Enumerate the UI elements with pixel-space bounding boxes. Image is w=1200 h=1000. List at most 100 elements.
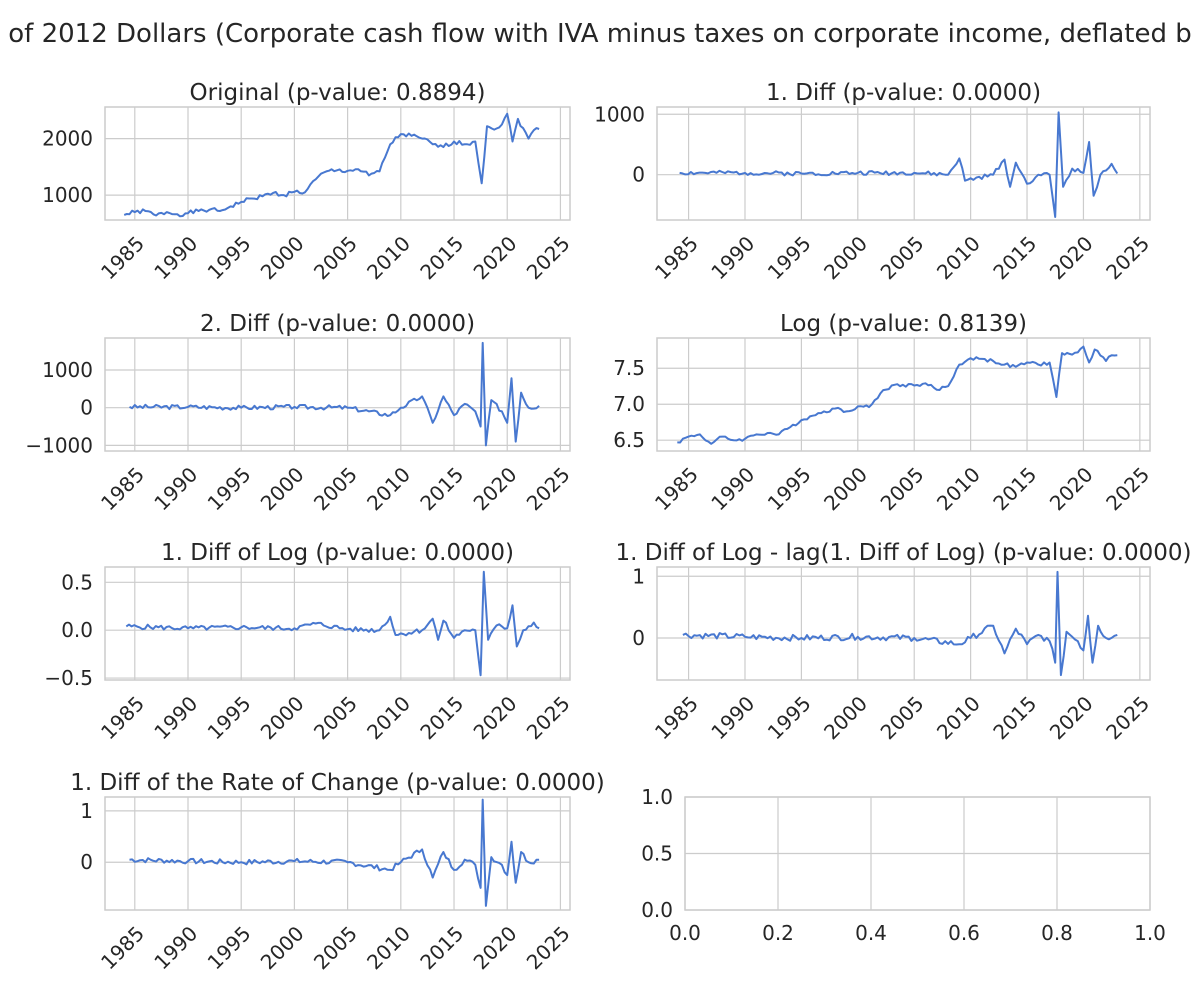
x-tick-label: 2005 <box>876 231 929 284</box>
subplot-title: Log (p-value: 0.8139) <box>780 311 1027 337</box>
subplot-3: 1985 1990 1995 2000 2005 2010 2015 2020 2025 −100… <box>25 311 574 515</box>
subplot-8: 0.0 0.2 0.4 0.6 0.8 1.0 0.0 0.5 1.0 <box>641 785 1166 945</box>
x-tick-label: 1.0 <box>1134 921 1166 945</box>
x-tick-label: 2000 <box>819 231 872 284</box>
x-tick-label: 1985 <box>650 231 703 284</box>
x-tick-label: 2015 <box>988 231 1041 284</box>
x-tick-label: 0.4 <box>855 921 887 945</box>
figure-suptitle: of 2012 Dollars (Corporate cash flow wit… <box>8 19 1191 49</box>
x-tick-label: 1995 <box>763 231 816 284</box>
x-tick-label: 2020 <box>469 921 522 974</box>
x-tick-label: 1990 <box>149 691 202 744</box>
x-tick-label: 0.0 <box>669 921 701 945</box>
y-tick-label: 1.0 <box>641 785 673 809</box>
x-tick-label: 2010 <box>362 462 415 515</box>
x-tick-label: 2025 <box>522 921 575 974</box>
x-tick-label: 2020 <box>1045 231 1098 284</box>
x-tick-label: 2000 <box>256 462 309 515</box>
x-tick-label: 2025 <box>1101 231 1154 284</box>
y-tick-label: 2000 <box>42 127 93 151</box>
subplot-title: 1. Diff of the Rate of Change (p-value: … <box>70 770 605 796</box>
y-tick-label: 0 <box>632 626 645 650</box>
x-tick-label: 1990 <box>706 231 759 284</box>
y-tick-label: 7.5 <box>613 356 645 380</box>
x-tick-label: 2020 <box>1045 462 1098 515</box>
x-tick-label: 1990 <box>149 921 202 974</box>
x-tick-label: 1995 <box>763 691 816 744</box>
y-tick-label: 1 <box>632 564 645 588</box>
x-tick-label: 1985 <box>650 462 703 515</box>
x-tick-label: 2000 <box>256 231 309 284</box>
x-tick-label: 2005 <box>309 921 362 974</box>
x-tick-label: 2010 <box>932 462 985 515</box>
y-tick-label: 0.5 <box>61 570 93 594</box>
x-tick-label: 2015 <box>988 462 1041 515</box>
plot-frame <box>656 566 1151 681</box>
x-tick-label: 2020 <box>469 231 522 284</box>
x-tick-label: 0.2 <box>762 921 794 945</box>
plot-frame <box>104 796 571 911</box>
y-tick-label: 1 <box>80 799 93 823</box>
subplot-6: 1985 1990 1995 2000 2005 2010 2015 2020 2025 0 11.… <box>616 540 1192 744</box>
x-tick-label: 2025 <box>1101 462 1154 515</box>
x-tick-label: 2025 <box>522 231 575 284</box>
x-tick-label: 2010 <box>362 691 415 744</box>
x-tick-label: 1990 <box>149 231 202 284</box>
plot-frame <box>656 106 1151 221</box>
plot-frame <box>104 337 571 452</box>
x-tick-label: 0.8 <box>1041 921 1073 945</box>
x-tick-label: 2010 <box>362 921 415 974</box>
x-tick-label: 2000 <box>819 462 872 515</box>
subplot-title: 1. Diff (p-value: 0.0000) <box>766 80 1041 106</box>
x-tick-label: 2005 <box>309 691 362 744</box>
subplot-1: 1985 1990 1995 2000 2005 2010 2015 2020 20251000… <box>42 80 575 284</box>
y-tick-label: 1000 <box>42 183 93 207</box>
subplot-7: 1985 1990 1995 2000 2005 2010 2015 2020 2025 0 1 1.… <box>70 770 605 974</box>
x-tick-label: 2015 <box>415 231 468 284</box>
x-tick-label: 2020 <box>469 462 522 515</box>
x-tick-label: 2015 <box>988 691 1041 744</box>
x-tick-label: 2000 <box>256 921 309 974</box>
series-line <box>129 798 540 907</box>
x-tick-label: 2015 <box>415 921 468 974</box>
x-tick-label: 2010 <box>932 691 985 744</box>
x-tick-label: 1995 <box>203 921 256 974</box>
series-line <box>123 112 540 218</box>
x-tick-label: 1995 <box>763 462 816 515</box>
y-tick-label: 0.0 <box>641 898 673 922</box>
subplot-5: 1985 1990 1995 2000 2005 2010 2015 2020 2025 −0.5… <box>44 540 574 744</box>
y-tick-label: 1000 <box>594 102 645 126</box>
y-tick-label: 0.0 <box>61 618 93 642</box>
y-tick-label: 1000 <box>42 358 93 382</box>
series-line <box>129 341 540 447</box>
x-tick-label: 2010 <box>932 231 985 284</box>
x-tick-label: 1990 <box>706 462 759 515</box>
x-tick-label: 1995 <box>203 462 256 515</box>
x-tick-label: 1990 <box>149 462 202 515</box>
plot-frame <box>656 337 1151 452</box>
subplot-4: 1985 1990 1995 2000 2005 2010 2015 2020 2025 6.5 7… <box>613 311 1154 515</box>
x-tick-label: 2000 <box>256 691 309 744</box>
y-tick-label: −0.5 <box>44 666 93 690</box>
series-line <box>679 111 1119 218</box>
y-tick-label: 0 <box>80 396 93 420</box>
x-tick-label: 2005 <box>876 462 929 515</box>
y-tick-label: 6.5 <box>613 428 645 452</box>
subplot-title: 1. Diff of Log (p-value: 0.0000) <box>161 540 514 566</box>
x-tick-label: 1995 <box>203 231 256 284</box>
y-tick-label: 0.5 <box>641 842 673 866</box>
x-tick-label: 2020 <box>469 691 522 744</box>
x-tick-label: 0.6 <box>948 921 980 945</box>
x-tick-label: 2010 <box>362 231 415 284</box>
y-tick-label: 7.0 <box>613 392 645 416</box>
x-tick-label: 1985 <box>96 921 149 974</box>
plot-frame <box>104 566 571 681</box>
x-tick-label: 1990 <box>706 691 759 744</box>
x-tick-label: 2015 <box>415 462 468 515</box>
series-line <box>682 570 1118 677</box>
subplot-title: 1. Diff of Log - lag(1. Diff of Log) (p-… <box>616 540 1192 566</box>
x-tick-label: 1985 <box>96 462 149 515</box>
x-tick-label: 2025 <box>1101 691 1154 744</box>
x-tick-label: 1985 <box>96 231 149 284</box>
